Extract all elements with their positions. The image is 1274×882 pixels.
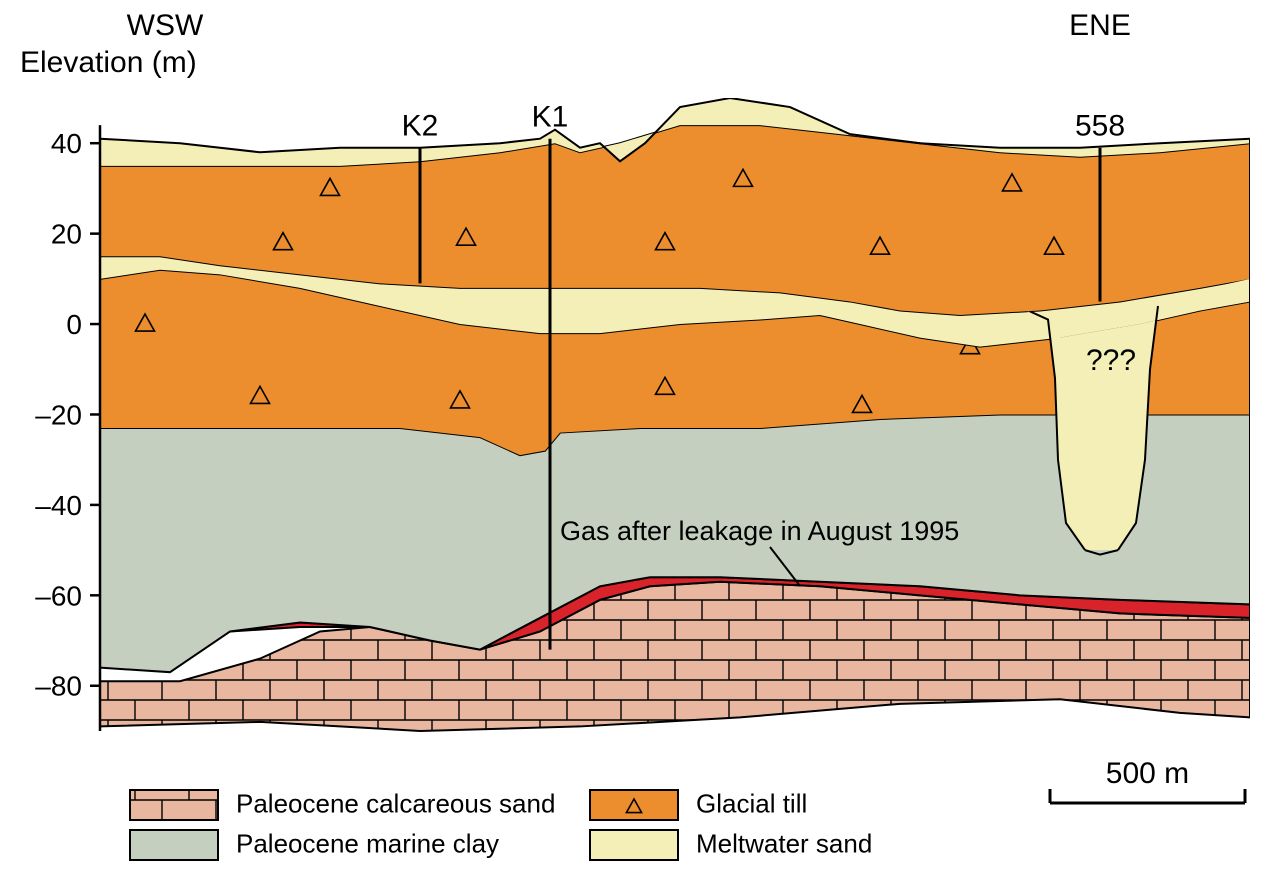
y-tick-label: 0 xyxy=(66,309,82,340)
legend-label: Glacial till xyxy=(696,789,807,819)
legend-item-glacial_till: Glacial till xyxy=(590,789,807,821)
legend-item-paleocene_marine_clay: Paleocene marine clay xyxy=(130,829,499,861)
annotation-unknown: ??? xyxy=(1086,344,1136,377)
y-tick-label: –40 xyxy=(35,490,82,521)
annotation-gas: Gas after leakage in August 1995 xyxy=(560,516,959,546)
borehole-label-558: 558 xyxy=(1075,110,1125,143)
y-axis-title: Elevation (m) xyxy=(20,46,197,79)
y-tick-label: –60 xyxy=(35,580,82,611)
legend-item-meltwater_sand: Meltwater sand xyxy=(590,829,872,861)
geologic-cross-section: K2 K1 558 40 20 0 –20 –40 –60 –80 WSW ENE Elevation … xyxy=(0,0,1274,882)
cross-section-svg: K2 K1 558 40 20 0 –20 –40 –60 –80 WSW ENE Elevation … xyxy=(0,0,1274,882)
legend-label: Meltwater sand xyxy=(696,829,872,859)
legend-label: Paleocene marine clay xyxy=(236,829,499,859)
scale-bar-label: 500 m xyxy=(1106,757,1189,790)
legend-label: Paleocene calcareous sand xyxy=(236,789,555,819)
y-tick-label: 20 xyxy=(51,219,82,250)
legend-item-paleocene_calcareous_sand: Paleocene calcareous sand xyxy=(130,789,555,821)
y-tick-label: 40 xyxy=(51,128,82,159)
y-tick-label: –80 xyxy=(35,671,82,702)
borehole-label-k1: K1 xyxy=(532,101,569,134)
direction-label-left: WSW xyxy=(127,9,204,42)
borehole-label-k2: K2 xyxy=(402,110,439,143)
direction-label-right: ENE xyxy=(1069,9,1131,42)
strata-group xyxy=(100,98,1250,731)
y-tick-label: –20 xyxy=(35,399,82,430)
